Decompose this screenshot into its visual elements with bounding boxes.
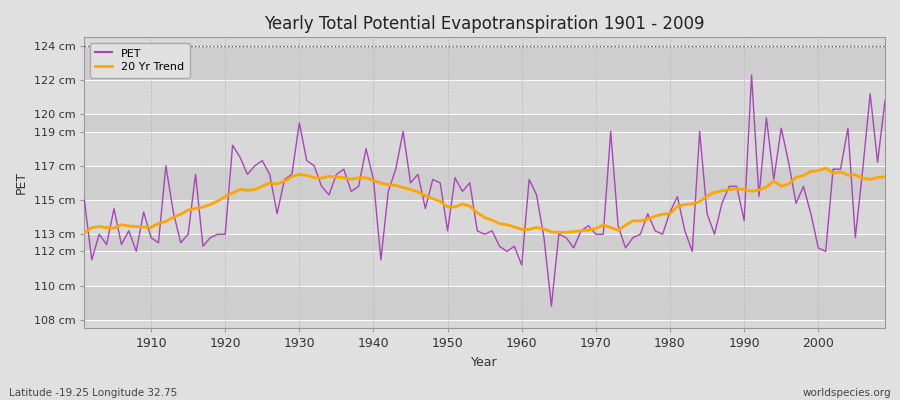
X-axis label: Year: Year <box>472 356 498 369</box>
Text: worldspecies.org: worldspecies.org <box>803 388 891 398</box>
Bar <box>85 251 885 286</box>
Title: Yearly Total Potential Evapotranspiration 1901 - 2009: Yearly Total Potential Evapotranspiratio… <box>265 15 705 33</box>
Y-axis label: PET: PET <box>15 171 28 194</box>
Bar <box>85 200 885 234</box>
Bar <box>85 80 885 114</box>
Text: Latitude -19.25 Longitude 32.75: Latitude -19.25 Longitude 32.75 <box>9 388 177 398</box>
Bar <box>85 234 885 251</box>
Bar <box>85 166 885 200</box>
Bar <box>85 286 885 320</box>
Bar <box>85 114 885 132</box>
Legend: PET, 20 Yr Trend: PET, 20 Yr Trend <box>90 43 190 78</box>
Bar <box>85 46 885 80</box>
Bar <box>85 132 885 166</box>
